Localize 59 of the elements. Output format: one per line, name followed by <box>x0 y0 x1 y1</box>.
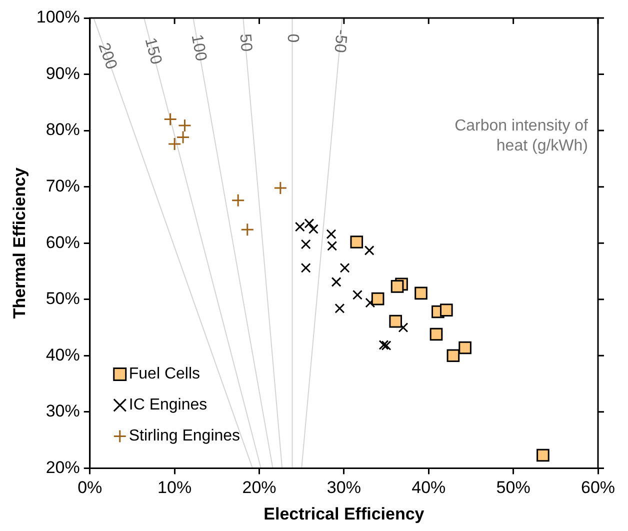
x-tick-label: 40% <box>412 478 446 498</box>
x-tick-label: 20% <box>242 478 276 498</box>
point <box>300 262 311 273</box>
point <box>334 303 345 314</box>
point <box>364 245 374 256</box>
point <box>304 218 314 228</box>
x-axis-title: Electrical Efficiency <box>264 504 425 524</box>
legend-label: IC Engines <box>128 396 208 414</box>
y-tick-label: 100% <box>36 8 80 27</box>
y-tick-label: 30% <box>46 402 80 421</box>
y-tick-label: 20% <box>46 458 80 477</box>
annotation: 200 <box>94 40 120 72</box>
point <box>308 224 318 234</box>
point <box>390 280 404 293</box>
annotation: Carbon intensity of heat (g/kWh) <box>454 117 589 154</box>
point <box>231 194 245 208</box>
point <box>378 340 389 350</box>
y-tick-label: 40% <box>46 345 80 364</box>
x-tick-label: 10% <box>158 478 192 498</box>
y-tick-label: 90% <box>46 64 80 83</box>
point <box>440 304 453 316</box>
point <box>536 448 550 462</box>
point <box>371 292 384 306</box>
point <box>381 340 392 351</box>
annotation: -50 <box>330 28 350 54</box>
annotation: 50 <box>236 33 255 52</box>
x-tick-label: 30% <box>326 478 361 498</box>
y-tick-label: 50% <box>46 289 80 308</box>
y-tick-label: 60% <box>46 232 80 252</box>
point <box>389 314 402 328</box>
point <box>274 181 288 195</box>
point <box>352 290 362 300</box>
annotation: 150 <box>141 36 164 66</box>
legend-label: Stirling Engines <box>128 428 240 445</box>
x-tick-label: 0% <box>78 478 102 498</box>
point <box>365 298 376 308</box>
point <box>340 262 350 273</box>
point <box>168 137 182 151</box>
point <box>430 328 443 341</box>
x-tick-label: 60% <box>580 478 616 498</box>
point <box>331 276 342 287</box>
y-axis-title: Thermal Efficiency <box>10 166 29 319</box>
point <box>178 118 192 132</box>
point <box>458 341 472 354</box>
point <box>300 239 311 250</box>
y-tick-label: 70% <box>46 176 80 196</box>
point <box>446 349 460 362</box>
point <box>294 222 305 232</box>
point <box>164 112 178 126</box>
point <box>350 236 364 248</box>
annotation: 0 <box>284 34 301 43</box>
legend-label: Fuel Cells <box>128 366 200 383</box>
y-tick-label: 80% <box>46 120 80 140</box>
x-tick-label: 50% <box>496 478 530 498</box>
point <box>240 222 254 236</box>
point <box>176 130 190 144</box>
point <box>398 322 408 333</box>
point <box>414 286 428 300</box>
annotation: 100 <box>188 33 210 63</box>
